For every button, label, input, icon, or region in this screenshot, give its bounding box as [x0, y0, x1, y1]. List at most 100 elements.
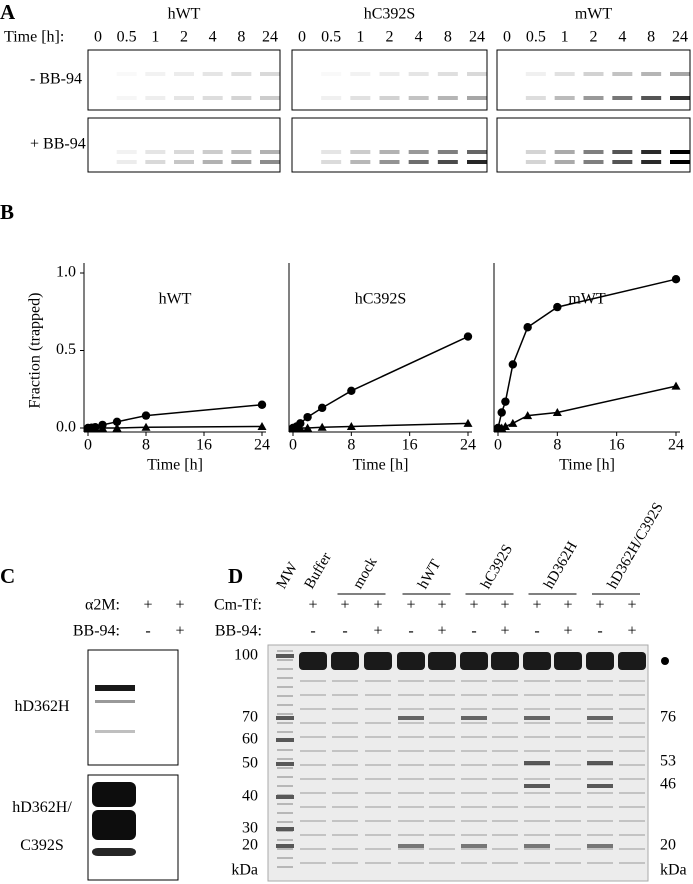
ladder-band — [277, 740, 293, 742]
band — [583, 160, 604, 164]
sign: - — [408, 623, 413, 640]
band — [524, 844, 550, 848]
band — [332, 792, 358, 794]
ladder-band — [277, 686, 293, 688]
y-tick-label: 0.5 — [56, 341, 76, 358]
band — [174, 160, 194, 164]
y-tick-label: 1.0 — [56, 264, 76, 281]
y-tick-label: 0.0 — [56, 419, 76, 436]
x-tick-label: 16 — [609, 437, 625, 454]
lane-label: 8 — [647, 29, 655, 46]
band — [95, 700, 135, 703]
band — [461, 834, 487, 836]
band — [461, 716, 487, 720]
band — [408, 96, 429, 100]
band — [492, 708, 518, 710]
marker — [257, 421, 267, 430]
band — [365, 834, 391, 836]
band — [524, 778, 550, 780]
blot — [291, 49, 488, 111]
full-length-dot — [661, 657, 669, 665]
band — [492, 834, 518, 836]
band — [92, 782, 136, 807]
band — [587, 722, 613, 724]
size-marker: 20 — [660, 837, 676, 854]
band — [586, 652, 614, 670]
panel-label: A — [0, 0, 16, 24]
lane-label: 8 — [444, 29, 452, 46]
marker — [671, 275, 681, 284]
sign: + — [373, 597, 382, 614]
band — [321, 160, 342, 164]
lane-label: 4 — [209, 29, 217, 46]
band — [641, 150, 662, 154]
size-marker: 20 — [242, 837, 258, 854]
band — [202, 96, 223, 100]
y-axis-label: Fraction (trapped) — [27, 293, 44, 409]
band — [619, 778, 645, 780]
band — [461, 862, 487, 864]
marker — [295, 423, 305, 432]
ladder-band — [277, 749, 293, 751]
band — [116, 150, 137, 154]
band — [300, 764, 326, 766]
band — [429, 820, 455, 822]
band — [379, 160, 400, 164]
band — [612, 160, 633, 164]
marker — [112, 417, 122, 426]
band — [492, 722, 518, 724]
band — [525, 160, 546, 164]
ladder-band — [276, 844, 294, 848]
band — [398, 708, 424, 710]
band — [524, 736, 550, 738]
band — [365, 820, 391, 822]
band — [145, 72, 166, 76]
band — [117, 72, 137, 76]
sign: - — [597, 623, 602, 640]
band — [379, 150, 400, 154]
band — [332, 834, 358, 836]
band — [525, 150, 546, 154]
band — [461, 680, 487, 682]
marker — [508, 360, 518, 369]
marker — [500, 421, 510, 430]
ladder-band — [276, 716, 294, 720]
lane-label: 1 — [151, 29, 159, 46]
band — [408, 72, 429, 76]
blot-label: C392S — [20, 837, 64, 854]
sign: + — [532, 597, 541, 614]
lane-label: 0 — [503, 29, 511, 46]
band — [491, 652, 519, 670]
band — [260, 96, 280, 100]
band — [365, 708, 391, 710]
ladder-band — [277, 812, 293, 814]
size-marker: 100 — [234, 647, 258, 664]
marker — [317, 403, 327, 413]
band — [429, 722, 455, 724]
band — [332, 778, 358, 780]
band — [429, 736, 455, 738]
ladder-band — [277, 866, 293, 868]
lane-label: 24 — [262, 29, 278, 46]
marker — [553, 302, 562, 312]
band — [437, 160, 458, 164]
band — [587, 806, 613, 808]
band — [467, 160, 487, 164]
sign: + — [563, 623, 572, 640]
band — [365, 764, 391, 766]
band — [429, 806, 455, 808]
marker — [508, 418, 518, 427]
ladder-band — [277, 794, 293, 796]
row-label: Cm-Tf: — [214, 597, 262, 614]
band — [461, 708, 487, 710]
band — [670, 160, 690, 164]
marker — [523, 411, 533, 420]
band — [460, 652, 488, 670]
band — [300, 848, 326, 850]
band — [231, 72, 252, 76]
band — [492, 680, 518, 682]
band — [619, 750, 645, 752]
band — [300, 862, 326, 864]
band — [555, 708, 581, 710]
